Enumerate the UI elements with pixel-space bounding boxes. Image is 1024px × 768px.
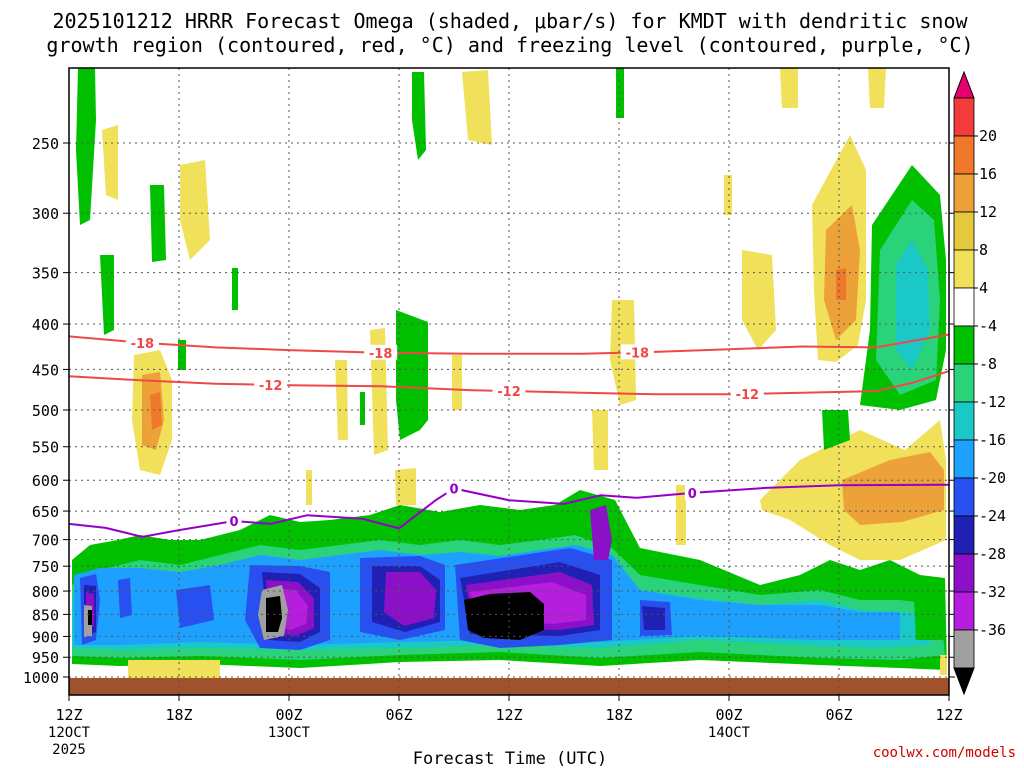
x-tick-label: 06Z [825, 706, 852, 724]
colorbar-label: -4 [979, 317, 997, 335]
contour-label: -12 [736, 388, 760, 403]
contour-line--12 [69, 370, 949, 396]
colorbar: 20 16 12 8 4 -4 -8 -12 -16 -20 -24 -28 -32 -36 [953, 70, 1006, 696]
contour-label-bg [684, 484, 700, 500]
y-tick-label: 350 [32, 265, 59, 283]
colorbar-swatch [953, 249, 975, 289]
contour-label: -18 [131, 337, 155, 352]
colorbar-label: 20 [979, 127, 997, 145]
colorbar-swatch [953, 97, 975, 137]
y-axis: 250 300 350 400 450 500 550 600 650 700 750 800 850 9… [23, 135, 955, 687]
x-tick-label: 18Z [165, 706, 192, 724]
y-tick-label: 650 [32, 503, 59, 521]
x-tick-label: 06Z [385, 706, 412, 724]
contour-label: -12 [259, 379, 283, 394]
colorbar-swatch [953, 477, 975, 517]
credit-text[interactable]: coolwx.com/models [873, 745, 1016, 761]
x-tick-day-label: 14OCT [708, 725, 751, 741]
y-tick-label: 700 [32, 532, 59, 550]
contour-label: 0 [449, 482, 458, 497]
x-axis-label: Forecast Time (UTC) [413, 749, 607, 768]
colorbar-label: -20 [979, 469, 1006, 487]
y-tick-label: 250 [32, 135, 59, 153]
colorbar-label: -8 [979, 355, 997, 373]
omega-core-black [88, 592, 544, 640]
colorbar-label: 8 [979, 241, 988, 259]
x-tick-day-label: 12OCT [48, 725, 91, 741]
x-tick-label: 12Z [495, 706, 522, 724]
colorbar-swatch [953, 287, 975, 327]
colorbar-swatch [953, 325, 975, 365]
colorbar-swatch [953, 591, 975, 631]
contour-label-bg [730, 385, 764, 401]
contour-label: 0 [229, 515, 238, 530]
colorbar-label: -36 [979, 621, 1006, 639]
x-tick-label: 18Z [605, 706, 632, 724]
x-tick-label: 00Z [715, 706, 742, 724]
colorbar-swatch [953, 629, 975, 669]
y-tick-label: 850 [32, 606, 59, 624]
colorbar-label: -28 [979, 545, 1006, 563]
omega-core-grey [84, 585, 288, 640]
colorbar-label: 16 [979, 165, 997, 183]
colorbar-swatch [953, 439, 975, 479]
x-tick-year-label: 2025 [52, 742, 86, 758]
colorbar-swatch [953, 211, 975, 251]
contour-label: -18 [626, 346, 650, 361]
x-tick-day-label: 13OCT [268, 725, 311, 741]
contour-label: 0 [688, 487, 697, 502]
y-tick-label: 900 [32, 628, 59, 646]
contour-label-bg [125, 334, 159, 350]
contour-lines: -18 -18 -18 -12 -12 -12 0 0 0 [69, 333, 949, 538]
x-tick-label: 12Z [55, 706, 82, 724]
colorbar-swatch [953, 515, 975, 555]
contour-label: -18 [369, 347, 393, 362]
y-tick-label: 950 [32, 649, 59, 667]
contour-label-bg [254, 376, 288, 392]
y-tick-label: 450 [32, 361, 59, 379]
x-tick-label: 12Z [935, 706, 962, 724]
y-tick-label: 1000 [23, 669, 59, 687]
contour-label-bg [364, 344, 398, 360]
colorbar-label: -24 [979, 507, 1006, 525]
colorbar-label: 4 [979, 279, 988, 297]
chart-title-line1: 2025101212 HRRR Forecast Omega (shaded, … [52, 9, 968, 33]
y-tick-label: 500 [32, 402, 59, 420]
colorbar-label: -16 [979, 431, 1006, 449]
y-tick-label: 550 [32, 439, 59, 457]
y-tick-label: 600 [32, 472, 59, 490]
y-tick-label: 750 [32, 558, 59, 576]
gridlines [69, 68, 949, 695]
colorbar-swatch [953, 401, 975, 441]
colorbar-swatch [953, 135, 975, 175]
colorbar-label: 12 [979, 203, 997, 221]
contour-label: -12 [497, 385, 521, 400]
contour-line--18 [69, 333, 949, 355]
plot-area: -18 -18 -18 -12 -12 -12 0 0 0 [69, 68, 949, 695]
y-tick-label: 800 [32, 583, 59, 601]
colorbar-arrow-bottom [953, 667, 975, 696]
colorbar-arrow-top [953, 70, 975, 99]
contour-label-bg [226, 513, 242, 529]
omega-upper-red-18z [150, 392, 162, 430]
contour-label-bg [620, 344, 654, 360]
colorbar-swatch [953, 553, 975, 593]
colorbar-swatch [953, 363, 975, 403]
colorbar-swatch [953, 173, 975, 213]
colorbar-label: -32 [979, 583, 1006, 601]
colorbar-label: -12 [979, 393, 1006, 411]
x-tick-label: 00Z [275, 706, 302, 724]
chart-title-line2: growth region (contoured, red, °C) and f… [46, 33, 973, 57]
contour-label-bg [446, 480, 462, 496]
y-tick-label: 300 [32, 205, 59, 223]
y-tick-label: 400 [32, 316, 59, 334]
omega-upper-orange-06z-14 [824, 205, 944, 525]
contour-label-bg [492, 383, 526, 399]
